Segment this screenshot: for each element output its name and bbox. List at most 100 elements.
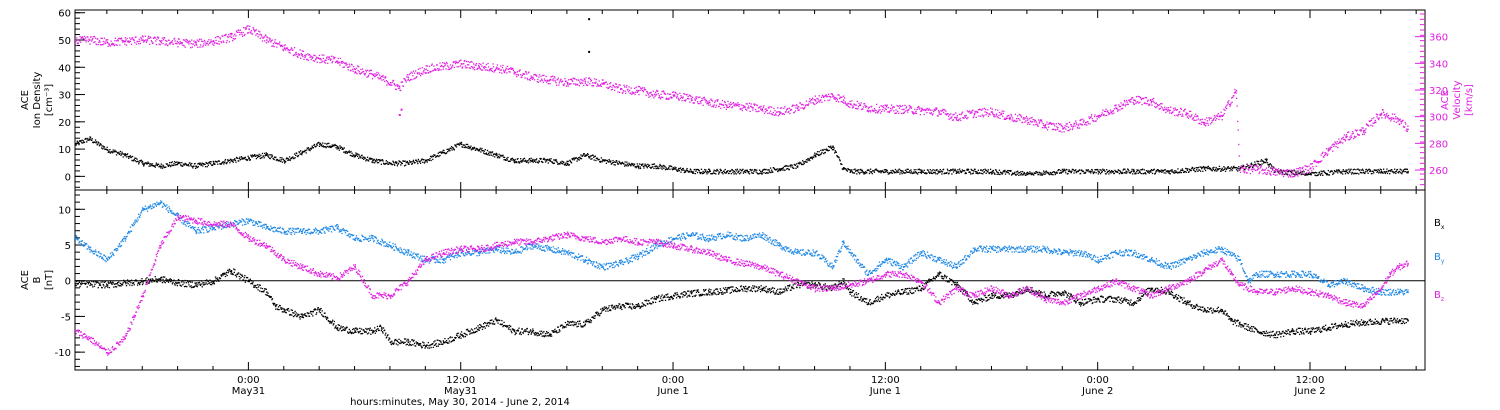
- data-point: [196, 44, 198, 46]
- data-point: [820, 96, 823, 98]
- data-point: [1254, 169, 1257, 172]
- data-point: [105, 148, 108, 151]
- data-point: [1242, 170, 1244, 172]
- data-point: [412, 159, 415, 162]
- data-point: [509, 71, 511, 73]
- data-point: [1018, 174, 1020, 176]
- data-point: [471, 148, 473, 150]
- data-point: [471, 61, 473, 63]
- data-point: [1202, 165, 1205, 168]
- data-point: [1278, 172, 1280, 174]
- data-point: [425, 160, 427, 162]
- data-point: [272, 157, 274, 159]
- data-point: [889, 107, 892, 110]
- data-point: [575, 157, 578, 159]
- data-point: [682, 167, 684, 170]
- data-point: [679, 168, 681, 170]
- data-point: [753, 170, 755, 172]
- data-point: [98, 145, 101, 147]
- data-point: [413, 78, 415, 80]
- data-point: [1259, 167, 1262, 169]
- data-point: [224, 158, 227, 161]
- data-point: [842, 168, 845, 170]
- data-point: [1248, 169, 1250, 171]
- data-point: [597, 85, 600, 87]
- data-point: [1002, 115, 1004, 117]
- data-point: [984, 169, 987, 171]
- data-point: [141, 160, 144, 163]
- data-point: [463, 146, 465, 149]
- data-point: [486, 153, 488, 155]
- data-point: [590, 80, 592, 82]
- data-point: [789, 112, 791, 115]
- data-point: [1161, 103, 1163, 105]
- data-point: [1370, 124, 1372, 127]
- data-point: [225, 41, 228, 44]
- data-point: [407, 79, 409, 81]
- data-point: [1011, 119, 1013, 121]
- data-point: [706, 173, 708, 175]
- data-point: [684, 170, 686, 172]
- data-point: [952, 168, 954, 170]
- data-point: [839, 160, 841, 162]
- data-point: [382, 160, 384, 162]
- data-point: [1280, 172, 1282, 174]
- data-point: [146, 40, 148, 42]
- data-point: [241, 35, 244, 38]
- data-point: [909, 107, 911, 109]
- data-point: [99, 144, 101, 146]
- data-point: [553, 162, 556, 164]
- data-point: [1306, 172, 1308, 174]
- data-point: [234, 159, 237, 162]
- data-point: [357, 69, 359, 72]
- data-point: [260, 154, 262, 156]
- data-point: [1202, 122, 1205, 124]
- data-point: [1003, 171, 1006, 173]
- data-point: [959, 117, 961, 120]
- data-point: [727, 106, 730, 108]
- data-point: [817, 154, 820, 157]
- data-point: [919, 114, 922, 116]
- data-point: [1056, 126, 1058, 128]
- data-point: [1340, 141, 1342, 143]
- data-point: [952, 114, 954, 116]
- data-point: [1065, 123, 1067, 125]
- data-point: [235, 161, 237, 163]
- data-point: [1364, 172, 1366, 175]
- data-point: [918, 171, 920, 174]
- data-point: [972, 169, 974, 172]
- data-point: [914, 172, 916, 174]
- data-point: [1138, 169, 1140, 171]
- data-point: [853, 172, 856, 174]
- data-point: [557, 77, 559, 79]
- data-point: [1137, 172, 1139, 175]
- data-point: [1232, 166, 1234, 169]
- data-point: [1191, 114, 1193, 116]
- data-point: [1056, 172, 1059, 174]
- data-point: [1206, 117, 1208, 119]
- data-point: [975, 116, 977, 118]
- data-point: [1353, 135, 1355, 137]
- data-point: [1227, 102, 1229, 104]
- data-point: [1165, 111, 1167, 114]
- data-point: [663, 92, 666, 94]
- data-point: [1077, 170, 1080, 173]
- data-point: [281, 161, 284, 163]
- data-point: [792, 104, 794, 107]
- data-point: [512, 69, 515, 72]
- data-point: [1042, 122, 1044, 125]
- data-point: [381, 79, 383, 81]
- data-point: [742, 172, 745, 174]
- data-point: [206, 166, 208, 168]
- data-point: [546, 79, 548, 81]
- data-point: [1405, 170, 1407, 173]
- data-point: [547, 83, 549, 85]
- data-point: [753, 168, 756, 171]
- data-point: [1393, 172, 1395, 174]
- data-point: [1184, 108, 1186, 110]
- data-point: [408, 160, 411, 162]
- data-point: [1319, 173, 1321, 175]
- data-point: [1378, 172, 1380, 174]
- data-point: [1033, 174, 1035, 176]
- data-point: [261, 40, 264, 42]
